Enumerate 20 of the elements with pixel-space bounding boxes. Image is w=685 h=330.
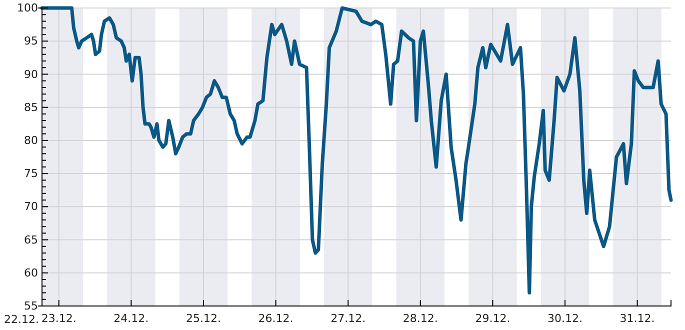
text: 22.12. bbox=[4, 313, 39, 326]
y-tick-label: 70 bbox=[24, 200, 38, 214]
y-tick-label: 95 bbox=[24, 34, 38, 48]
y-tick-label: 100 bbox=[17, 2, 38, 15]
x-tick-label: 31.12. bbox=[620, 312, 655, 325]
y-tick-label: 85 bbox=[24, 100, 38, 114]
y-tick-label: 60 bbox=[24, 266, 38, 280]
x-tick-label: 23.12. bbox=[41, 312, 76, 325]
x-tick-label: 26.12. bbox=[258, 312, 294, 325]
y-tick-label: 90 bbox=[24, 68, 38, 81]
x-tick-label: 25.12. bbox=[186, 312, 221, 325]
x-tick-label: 28.12. bbox=[402, 312, 438, 325]
y-tick-label: 65 bbox=[24, 233, 38, 246]
y-tick-label: 55 bbox=[24, 300, 38, 313]
y-tick-label: 75 bbox=[24, 167, 38, 180]
x-tick-label: 30.12. bbox=[548, 312, 583, 325]
x-tick-label: 29.12. bbox=[475, 312, 510, 325]
x-tick-label: 27.12. bbox=[330, 312, 366, 325]
y-tick-label: 80 bbox=[24, 134, 38, 147]
x-tick-label: 24.12. bbox=[114, 312, 149, 325]
